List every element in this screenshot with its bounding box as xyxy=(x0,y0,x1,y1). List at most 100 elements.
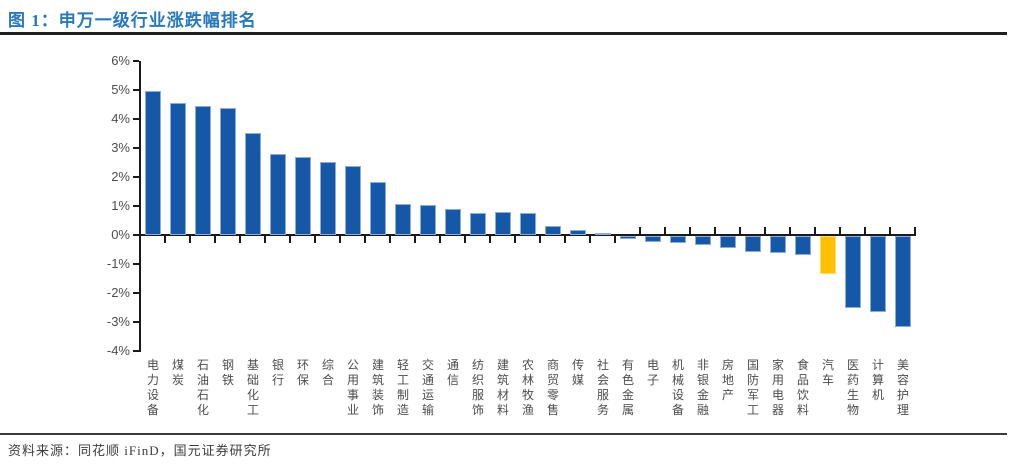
x-axis-label: 医 药 生 物 xyxy=(846,358,859,417)
y-axis-tick xyxy=(133,147,139,149)
x-axis-label: 传 媒 xyxy=(571,358,584,387)
chart-bar xyxy=(270,154,286,235)
chart-bar xyxy=(795,236,811,255)
chart-bar xyxy=(620,236,636,239)
x-axis-tick xyxy=(514,236,516,243)
chart-bar xyxy=(745,236,761,252)
x-axis-label: 环 保 xyxy=(296,358,309,387)
x-axis-tick xyxy=(764,227,766,234)
x-axis-tick xyxy=(339,236,341,243)
x-axis-tick xyxy=(389,236,391,243)
chart-bar xyxy=(370,182,386,235)
chart-bar xyxy=(470,213,486,235)
chart-bar xyxy=(695,236,711,245)
x-axis-label: 石 油 石 化 xyxy=(196,358,209,417)
chart-bar xyxy=(195,106,211,235)
y-axis-tick-label: 1% xyxy=(111,198,130,213)
x-axis-label: 电 力 设 备 xyxy=(146,358,159,417)
x-axis-label: 汽 车 xyxy=(821,358,834,387)
y-axis-line xyxy=(139,61,141,352)
x-axis-tick xyxy=(889,227,891,234)
x-axis-label: 农 林 牧 渔 xyxy=(521,358,534,417)
x-axis-label: 交 通 运 输 xyxy=(421,358,434,417)
y-axis-tick xyxy=(133,205,139,207)
x-axis-tick xyxy=(864,227,866,234)
chart-bar xyxy=(645,236,661,242)
y-axis-tick-label: -1% xyxy=(106,256,130,271)
x-axis-label: 建 筑 装 饰 xyxy=(371,358,384,417)
chart-bar xyxy=(595,233,611,235)
y-axis-tick-label: 6% xyxy=(111,53,130,68)
chart-bar xyxy=(320,162,336,235)
x-axis-label: 商 贸 零 售 xyxy=(546,358,559,417)
x-axis-tick xyxy=(189,236,191,243)
x-axis-label: 食 品 饮 料 xyxy=(796,358,809,417)
chart-bar xyxy=(420,205,436,235)
x-axis-tick xyxy=(314,236,316,243)
x-axis-tick xyxy=(814,227,816,234)
title-divider xyxy=(0,32,1007,35)
x-axis-label: 美 容 护 理 xyxy=(896,358,909,417)
x-axis-tick xyxy=(914,227,916,234)
x-axis-tick xyxy=(139,236,141,243)
x-axis-tick xyxy=(489,236,491,243)
x-axis-tick xyxy=(414,236,416,243)
x-axis-label: 通 信 xyxy=(446,358,459,387)
y-axis-tick-label: 0% xyxy=(111,227,130,242)
chart-bar xyxy=(870,236,886,312)
x-axis-label: 有 色 金 属 xyxy=(621,358,634,417)
chart-bar xyxy=(145,91,161,235)
chart-bar xyxy=(495,212,511,235)
y-axis-tick-label: 2% xyxy=(111,169,130,184)
y-axis-tick xyxy=(133,176,139,178)
x-axis-tick xyxy=(614,236,616,243)
x-axis-tick xyxy=(464,236,466,243)
y-axis-tick-label: -3% xyxy=(106,314,130,329)
y-axis-tick-label: 5% xyxy=(111,82,130,97)
chart-bar xyxy=(545,226,561,235)
chart-bar xyxy=(170,103,186,235)
x-axis-label: 综 合 xyxy=(321,358,334,387)
source-note: 资料来源：同花顺 iFinD，国元证券研究所 xyxy=(8,443,272,458)
x-axis-tick xyxy=(264,236,266,243)
x-axis-tick xyxy=(239,236,241,243)
chart-bar xyxy=(295,157,311,235)
y-axis-tick-label: 3% xyxy=(111,140,130,155)
chart-bar xyxy=(245,133,261,235)
chart-bar xyxy=(520,213,536,235)
chart-bar xyxy=(570,230,586,235)
x-axis-tick xyxy=(289,236,291,243)
x-axis-tick xyxy=(214,236,216,243)
x-axis-line xyxy=(139,234,916,236)
x-axis-label: 非 银 金 融 xyxy=(696,358,709,417)
x-axis-tick xyxy=(839,227,841,234)
chart-bar xyxy=(820,236,836,274)
x-axis-label: 纺 织 服 饰 xyxy=(471,358,484,417)
chart-bar xyxy=(345,166,361,235)
chart-bar xyxy=(220,108,236,235)
chart-bar xyxy=(670,236,686,243)
y-axis-tick-label: -4% xyxy=(106,343,130,358)
y-axis-tick xyxy=(133,292,139,294)
y-axis-tick xyxy=(133,89,139,91)
x-axis-tick xyxy=(164,236,166,243)
x-axis-tick xyxy=(589,236,591,243)
y-axis-tick xyxy=(133,60,139,62)
x-axis-label: 基 础 化 工 xyxy=(246,358,259,417)
x-axis-label: 房 地 产 xyxy=(721,358,734,402)
chart-bar xyxy=(895,236,911,327)
chart-bar xyxy=(770,236,786,253)
x-axis-label: 社 会 服 务 xyxy=(596,358,609,417)
chart-bar xyxy=(845,236,861,308)
figure-title: 图 1：申万一级行业涨跌幅排名 xyxy=(8,11,257,30)
x-axis-label: 机 械 设 备 xyxy=(671,358,684,417)
chart-bar xyxy=(720,236,736,248)
x-axis-tick xyxy=(364,236,366,243)
x-axis-tick xyxy=(439,236,441,243)
x-axis-label: 钢 铁 xyxy=(221,358,234,387)
x-axis-tick xyxy=(564,236,566,243)
y-axis-tick xyxy=(133,263,139,265)
x-axis-label: 家 用 电 器 xyxy=(771,358,784,417)
x-axis-tick xyxy=(789,227,791,234)
